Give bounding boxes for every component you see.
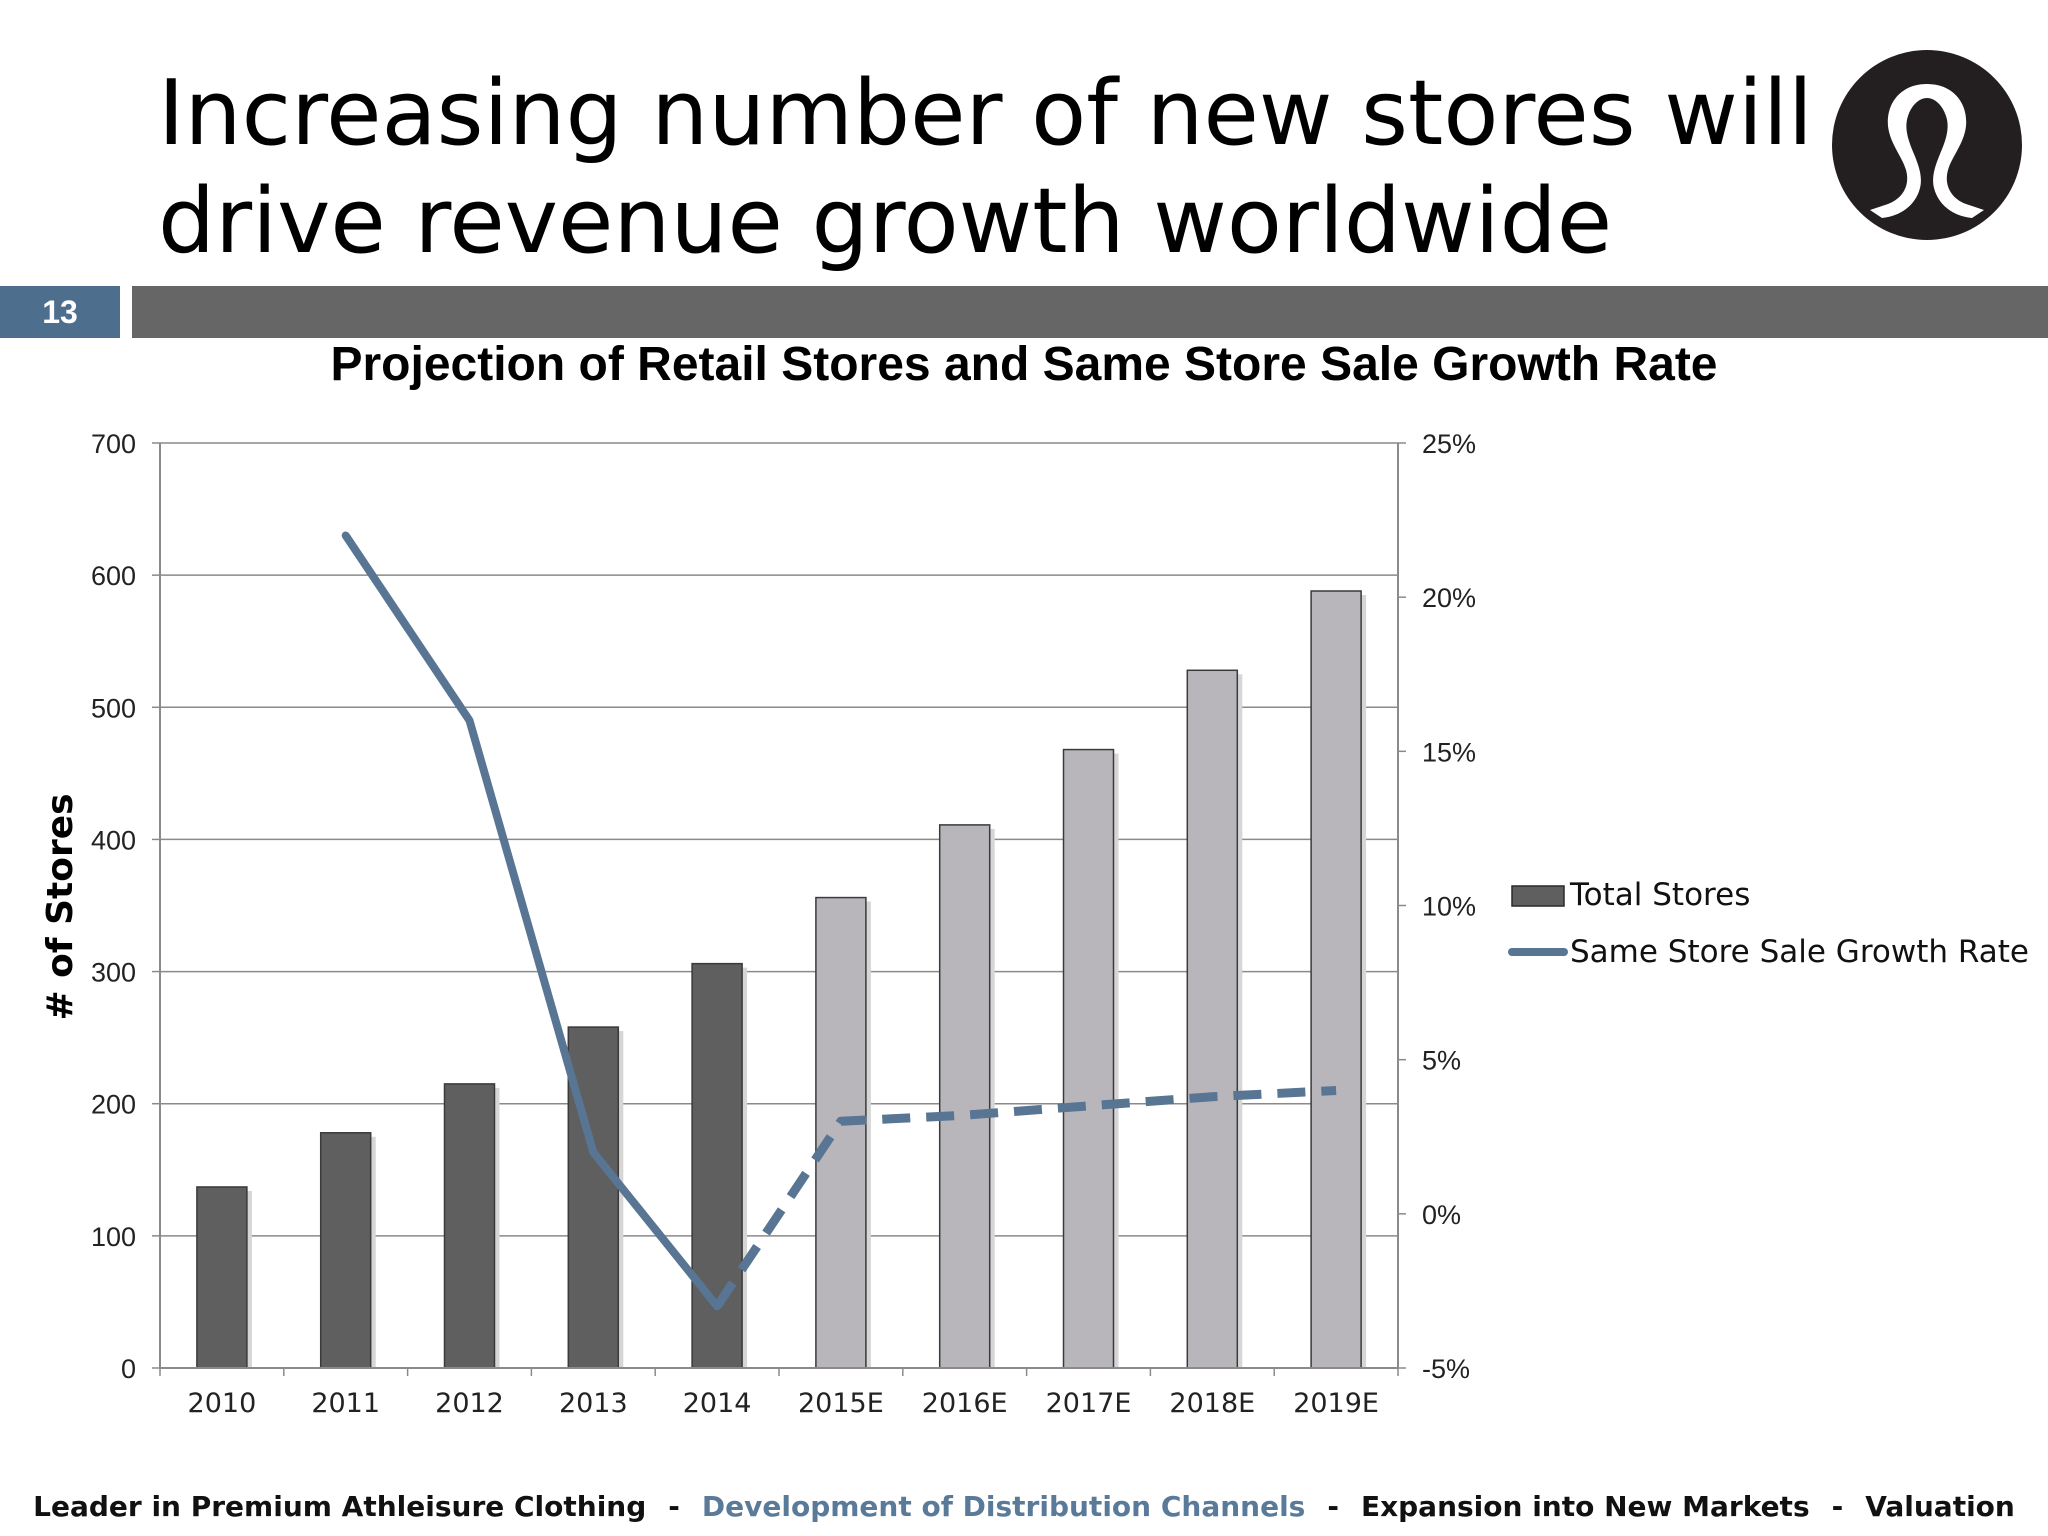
- x-tick-label: 2017E: [1046, 1388, 1132, 1419]
- y2-tick-label: 20%: [1422, 583, 1476, 613]
- bar-total-stores: [196, 1186, 248, 1369]
- x-tick-label: 2015E: [798, 1388, 884, 1419]
- footer-nav-item[interactable]: Leader in Premium Athleisure Clothing: [33, 1490, 647, 1523]
- y2-tick-label: 5%: [1422, 1046, 1461, 1076]
- y-tick-label: 500: [91, 693, 136, 723]
- legend: Total Stores Same Store Sale Growth Rate: [1508, 877, 2029, 970]
- page-number-badge: 13: [0, 286, 120, 338]
- y-tick-label: 300: [91, 958, 136, 988]
- x-tick-label: 2012: [435, 1388, 504, 1419]
- footer-nav-separator: -: [668, 1490, 680, 1523]
- growth-line-actual: [341, 531, 722, 1311]
- x-tick-label: 2013: [559, 1388, 628, 1419]
- y-tick-label: 200: [91, 1090, 136, 1120]
- slide-title-line-2: drive revenue growth worldwide: [158, 169, 1613, 274]
- footer-nav-separator: -: [1831, 1490, 1844, 1523]
- footer-nav-item[interactable]: Development of Distribution Channels: [701, 1490, 1306, 1523]
- legend-label-growth-rate: Same Store Sale Growth Rate: [1570, 934, 2029, 970]
- y-axis-label: # of Stores: [40, 793, 81, 1020]
- axes: [152, 442, 1406, 1376]
- y-tick-label: 400: [91, 825, 136, 855]
- store-projection-chart: Projection of Retail Stores and Same Sto…: [40, 340, 2029, 1419]
- lululemon-logo-icon: [1832, 50, 2022, 240]
- y2-tick-label: 10%: [1422, 892, 1476, 922]
- footer-nav-item[interactable]: Expansion into New Markets: [1360, 1490, 1810, 1523]
- y-tick-label: 0: [121, 1354, 136, 1384]
- bar-total-stores: [938, 824, 991, 1369]
- bar-total-stores: [1186, 669, 1239, 1369]
- growth-line-projected: [713, 1086, 1337, 1309]
- bars: [196, 590, 1367, 1369]
- y-tick-label: 600: [91, 561, 136, 591]
- legend-label-total-stores: Total Stores: [1569, 877, 1750, 913]
- y2-tick-label: 15%: [1422, 737, 1476, 767]
- footer-nav-separator: -: [1327, 1490, 1339, 1523]
- footer-nav: Leader in Premium Athleisure Clothing - De…: [0, 1490, 2048, 1523]
- tick-labels: 0 100 200 300 400 500 600 700 -5% 0% 5% 10% 15% 20% 25…: [91, 429, 1476, 1419]
- y2-tick-label: 0%: [1422, 1200, 1461, 1230]
- x-tick-label: 2010: [188, 1388, 257, 1419]
- growth-line: [341, 531, 1337, 1311]
- bar-total-stores: [815, 896, 867, 1369]
- x-tick-label: 2014: [683, 1388, 752, 1419]
- header-bar: [132, 286, 2048, 338]
- bar-total-stores: [443, 1083, 496, 1369]
- slide-title: Increasing number of new stores will dri…: [158, 60, 1813, 276]
- legend-swatch-total-stores: [1511, 885, 1565, 907]
- bar-total-stores: [1310, 590, 1362, 1369]
- y2-tick-label: 25%: [1422, 429, 1476, 459]
- x-tick-label: 2018E: [1169, 1388, 1255, 1419]
- x-tick-label: 2011: [311, 1388, 380, 1419]
- chart-title: Projection of Retail Stores and Same Sto…: [330, 340, 1717, 391]
- x-tick-label: 2016E: [922, 1388, 1008, 1419]
- footer-nav-item[interactable]: Valuation: [1865, 1490, 2015, 1523]
- bar-total-stores: [1062, 748, 1115, 1369]
- x-tick-label: 2019E: [1293, 1388, 1379, 1419]
- y-tick-label: 700: [91, 429, 136, 459]
- y2-tick-label: -5%: [1422, 1354, 1470, 1384]
- slide-title-line-1: Increasing number of new stores will: [158, 61, 1813, 166]
- y-tick-label: 100: [91, 1222, 136, 1252]
- bar-total-stores: [319, 1132, 372, 1369]
